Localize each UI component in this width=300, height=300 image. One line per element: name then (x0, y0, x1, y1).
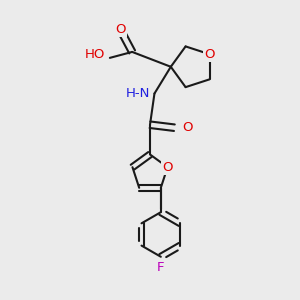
Text: O: O (182, 121, 192, 134)
Text: H-N: H-N (126, 87, 150, 100)
Text: O: O (115, 23, 125, 36)
Text: F: F (157, 261, 165, 274)
Text: HO: HO (85, 48, 105, 62)
Text: O: O (162, 161, 173, 174)
Text: O: O (204, 48, 215, 61)
